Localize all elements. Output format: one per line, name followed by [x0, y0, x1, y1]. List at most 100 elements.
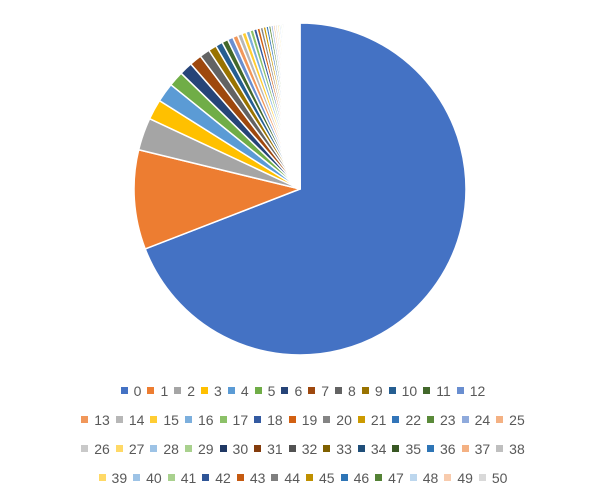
- legend-swatch: [306, 474, 313, 481]
- legend-swatch: [427, 416, 435, 423]
- legend-item-1: 1: [147, 384, 168, 398]
- legend-label: 9: [374, 382, 383, 399]
- legend-row: 26 27 28 29 30 31 32 33 34 35 36 37 38: [58, 434, 548, 463]
- legend-label: 44: [284, 469, 300, 486]
- legend-row: 39 40 41 42 43 44 45 46 47 48 49 50: [58, 463, 548, 492]
- legend-swatch: [388, 387, 396, 394]
- legend-label: 8: [348, 382, 356, 399]
- legend-swatch: [478, 474, 486, 481]
- legend-item-3: 3: [201, 384, 222, 398]
- legend-label: 45: [319, 469, 335, 486]
- legend-swatch: [461, 416, 469, 423]
- legend-item-40: 40: [133, 471, 162, 485]
- legend-swatch: [115, 445, 123, 452]
- pie-slice-0: [144, 22, 467, 356]
- legend-swatch: [375, 474, 383, 481]
- legend-label: 2: [187, 382, 196, 399]
- legend-swatch: [98, 474, 106, 481]
- legend-label: 20: [336, 411, 352, 428]
- legend-swatch: [254, 416, 262, 423]
- legend-label: 48: [422, 469, 439, 486]
- legend-label: 41: [180, 469, 197, 486]
- legend-item-47: 47: [375, 471, 404, 485]
- legend-swatch: [227, 387, 235, 394]
- legend-item-14: 14: [115, 411, 145, 428]
- legend-swatch: [150, 445, 158, 452]
- legend-item-37: 37: [461, 440, 491, 457]
- legend-item-48: 48: [409, 469, 439, 486]
- legend-item-5: 5: [254, 382, 276, 399]
- legend-label: 13: [94, 411, 110, 428]
- pie-slice-1: [133, 148, 301, 250]
- legend-label: 12: [469, 382, 486, 399]
- legend-item-23: 23: [427, 413, 456, 427]
- legend-label: 26: [94, 440, 110, 457]
- legend-label: 46: [353, 469, 370, 486]
- legend-item-38: 38: [496, 442, 525, 456]
- legend-item-35: 35: [392, 442, 421, 456]
- legend-swatch: [496, 445, 504, 452]
- legend-item-6: 6: [281, 384, 302, 398]
- legend-item-34: 34: [357, 440, 387, 457]
- legend-swatch: [120, 387, 128, 394]
- pie-chart: [133, 22, 467, 356]
- legend-label: 17: [232, 411, 249, 428]
- legend-item-2: 2: [174, 384, 195, 398]
- legend-label: 7: [321, 382, 330, 399]
- legend-label: 33: [336, 440, 352, 457]
- legend-item-16: 16: [184, 413, 214, 427]
- legend-swatch: [335, 387, 343, 394]
- legend-item-25: 25: [496, 413, 525, 427]
- legend-swatch: [357, 416, 365, 423]
- legend-item-43: 43: [236, 469, 266, 486]
- legend-swatch: [236, 474, 244, 481]
- legend-label: 1: [160, 382, 169, 399]
- legend-swatch: [271, 474, 279, 481]
- legend-swatch: [147, 387, 155, 394]
- legend-label: 37: [474, 440, 491, 457]
- legend-label: 39: [111, 469, 128, 486]
- legend-label: 31: [267, 440, 283, 457]
- legend-label: 25: [509, 411, 525, 428]
- legend-swatch: [133, 474, 141, 481]
- legend-label: 4: [240, 382, 249, 399]
- legend-swatch: [392, 416, 400, 423]
- legend-label: 27: [128, 440, 145, 457]
- legend-swatch: [427, 445, 435, 452]
- legend-swatch: [167, 474, 175, 481]
- legend-label: 6: [294, 382, 303, 399]
- legend-item-28: 28: [150, 442, 179, 456]
- legend-label: 35: [405, 440, 422, 457]
- legend-label: 14: [128, 411, 145, 428]
- legend-label: 32: [301, 440, 318, 457]
- legend-item-36: 36: [427, 442, 456, 456]
- legend-item-24: 24: [461, 413, 490, 427]
- legend-swatch: [288, 416, 296, 423]
- legend-swatch: [340, 474, 348, 481]
- legend-item-41: 41: [167, 469, 197, 486]
- legend-item-9: 9: [361, 382, 383, 399]
- legend-swatch: [461, 445, 469, 452]
- legend-label: 43: [249, 469, 266, 486]
- legend-label: 0: [133, 382, 142, 399]
- legend-item-33: 33: [323, 442, 352, 456]
- legend-label: 50: [491, 469, 508, 486]
- legend-item-15: 15: [150, 413, 179, 427]
- legend-swatch: [254, 387, 262, 394]
- legend-swatch: [392, 445, 400, 452]
- legend-label: 28: [163, 440, 179, 457]
- legend-label: 49: [457, 469, 473, 486]
- legend-item-7: 7: [308, 384, 329, 398]
- legend-item-44: 44: [271, 471, 300, 485]
- legend-item-21: 21: [357, 413, 386, 427]
- legend-item-29: 29: [184, 442, 214, 456]
- legend-item-8: 8: [335, 384, 356, 398]
- legend-label: 42: [215, 469, 231, 486]
- legend-swatch: [219, 445, 227, 452]
- legend-row: 13 14 15 16 17 18 19 20 21 22 23 24 25: [58, 405, 548, 434]
- legend-label: 34: [370, 440, 387, 457]
- legend-label: 5: [267, 382, 276, 399]
- legend-swatch: [444, 474, 452, 481]
- legend-label: 23: [440, 411, 456, 428]
- legend-swatch: [150, 416, 158, 423]
